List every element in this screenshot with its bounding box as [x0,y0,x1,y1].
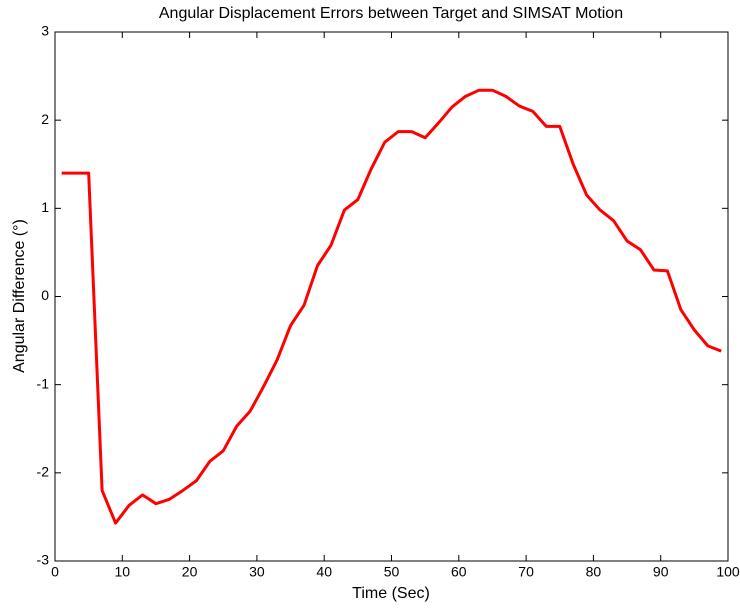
x-tick-label: 20 [182,564,198,580]
x-tick-label: 10 [115,564,131,580]
x-tick-label: 60 [451,564,467,580]
y-tick-label: -1 [37,375,50,391]
y-tick-label: 3 [41,23,49,39]
y-tick-label: -3 [37,552,50,568]
data-line [61,88,722,525]
x-tick-label: 50 [384,564,400,580]
y-tick-label: 2 [41,111,49,127]
x-tick-label: 0 [51,564,59,580]
x-tick-label: 100 [716,564,740,580]
y-axis-label: Angular Difference (°) [11,219,28,373]
y-tick-label: 0 [41,287,49,303]
x-tick-label: 40 [316,564,332,580]
chart-title: Angular Displacement Errors between Targ… [159,5,623,22]
y-tick-label: 1 [41,199,49,215]
x-tick-label: 90 [653,564,669,580]
x-tick-label: 80 [586,564,602,580]
x-tick-label: 30 [249,564,265,580]
y-tick-label: -2 [37,464,50,480]
x-axis-label: Time (Sec) [352,585,430,602]
x-tick-label: 70 [518,564,534,580]
